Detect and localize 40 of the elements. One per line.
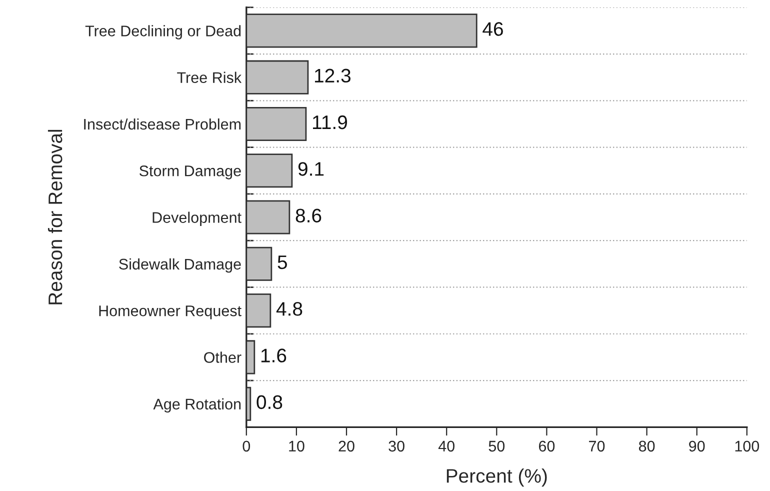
x-tick-label: 100 bbox=[735, 440, 760, 452]
data-label: 4.8 bbox=[276, 302, 302, 316]
data-label: 5 bbox=[278, 256, 287, 270]
y-tick-label: Tree Risk bbox=[177, 72, 242, 84]
bar bbox=[246, 200, 290, 234]
bar bbox=[246, 154, 293, 188]
bar bbox=[246, 294, 272, 328]
bar bbox=[246, 14, 478, 48]
y-axis-title: Reason for Removal bbox=[48, 130, 62, 304]
x-tick-label: 90 bbox=[689, 440, 705, 452]
bar bbox=[246, 246, 272, 281]
x-tick-label: 30 bbox=[388, 440, 404, 452]
data-label: 1.6 bbox=[261, 348, 286, 362]
x-tick-label: 70 bbox=[589, 440, 605, 452]
data-label: 9.1 bbox=[298, 162, 324, 176]
bar bbox=[246, 386, 252, 421]
x-tick-label: 20 bbox=[338, 440, 354, 452]
y-tick-label: Other bbox=[204, 352, 242, 363]
y-tick-label: Insect/disease Problem bbox=[84, 118, 241, 130]
bar bbox=[246, 106, 307, 141]
data-label: 8.6 bbox=[296, 208, 322, 222]
x-tick-label: 10 bbox=[289, 440, 304, 452]
data-label: 12.3 bbox=[315, 68, 351, 83]
y-tick-label: Homeowner Request bbox=[99, 306, 242, 320]
bar bbox=[246, 60, 309, 94]
y-tick-label: Storm Damage bbox=[140, 165, 241, 180]
x-tick-label: 0 bbox=[242, 440, 250, 452]
y-tick-label: Development bbox=[152, 212, 242, 226]
data-label: 46 bbox=[482, 22, 503, 36]
y-tick-label: Sidewalk Damage bbox=[119, 258, 241, 273]
data-label: 11.9 bbox=[313, 115, 348, 130]
x-tick-label: 60 bbox=[538, 440, 555, 452]
y-tick-label: Tree Declining or Dead bbox=[85, 25, 241, 40]
y-tick-label: Age Rotation bbox=[153, 398, 241, 413]
x-axis-title: Percent (%) bbox=[446, 468, 547, 487]
x-tick-label: 50 bbox=[488, 440, 505, 452]
data-label: 0.8 bbox=[256, 395, 282, 410]
x-tick-label: 80 bbox=[638, 440, 655, 452]
x-tick-label: 40 bbox=[438, 440, 454, 452]
bar bbox=[246, 340, 256, 374]
